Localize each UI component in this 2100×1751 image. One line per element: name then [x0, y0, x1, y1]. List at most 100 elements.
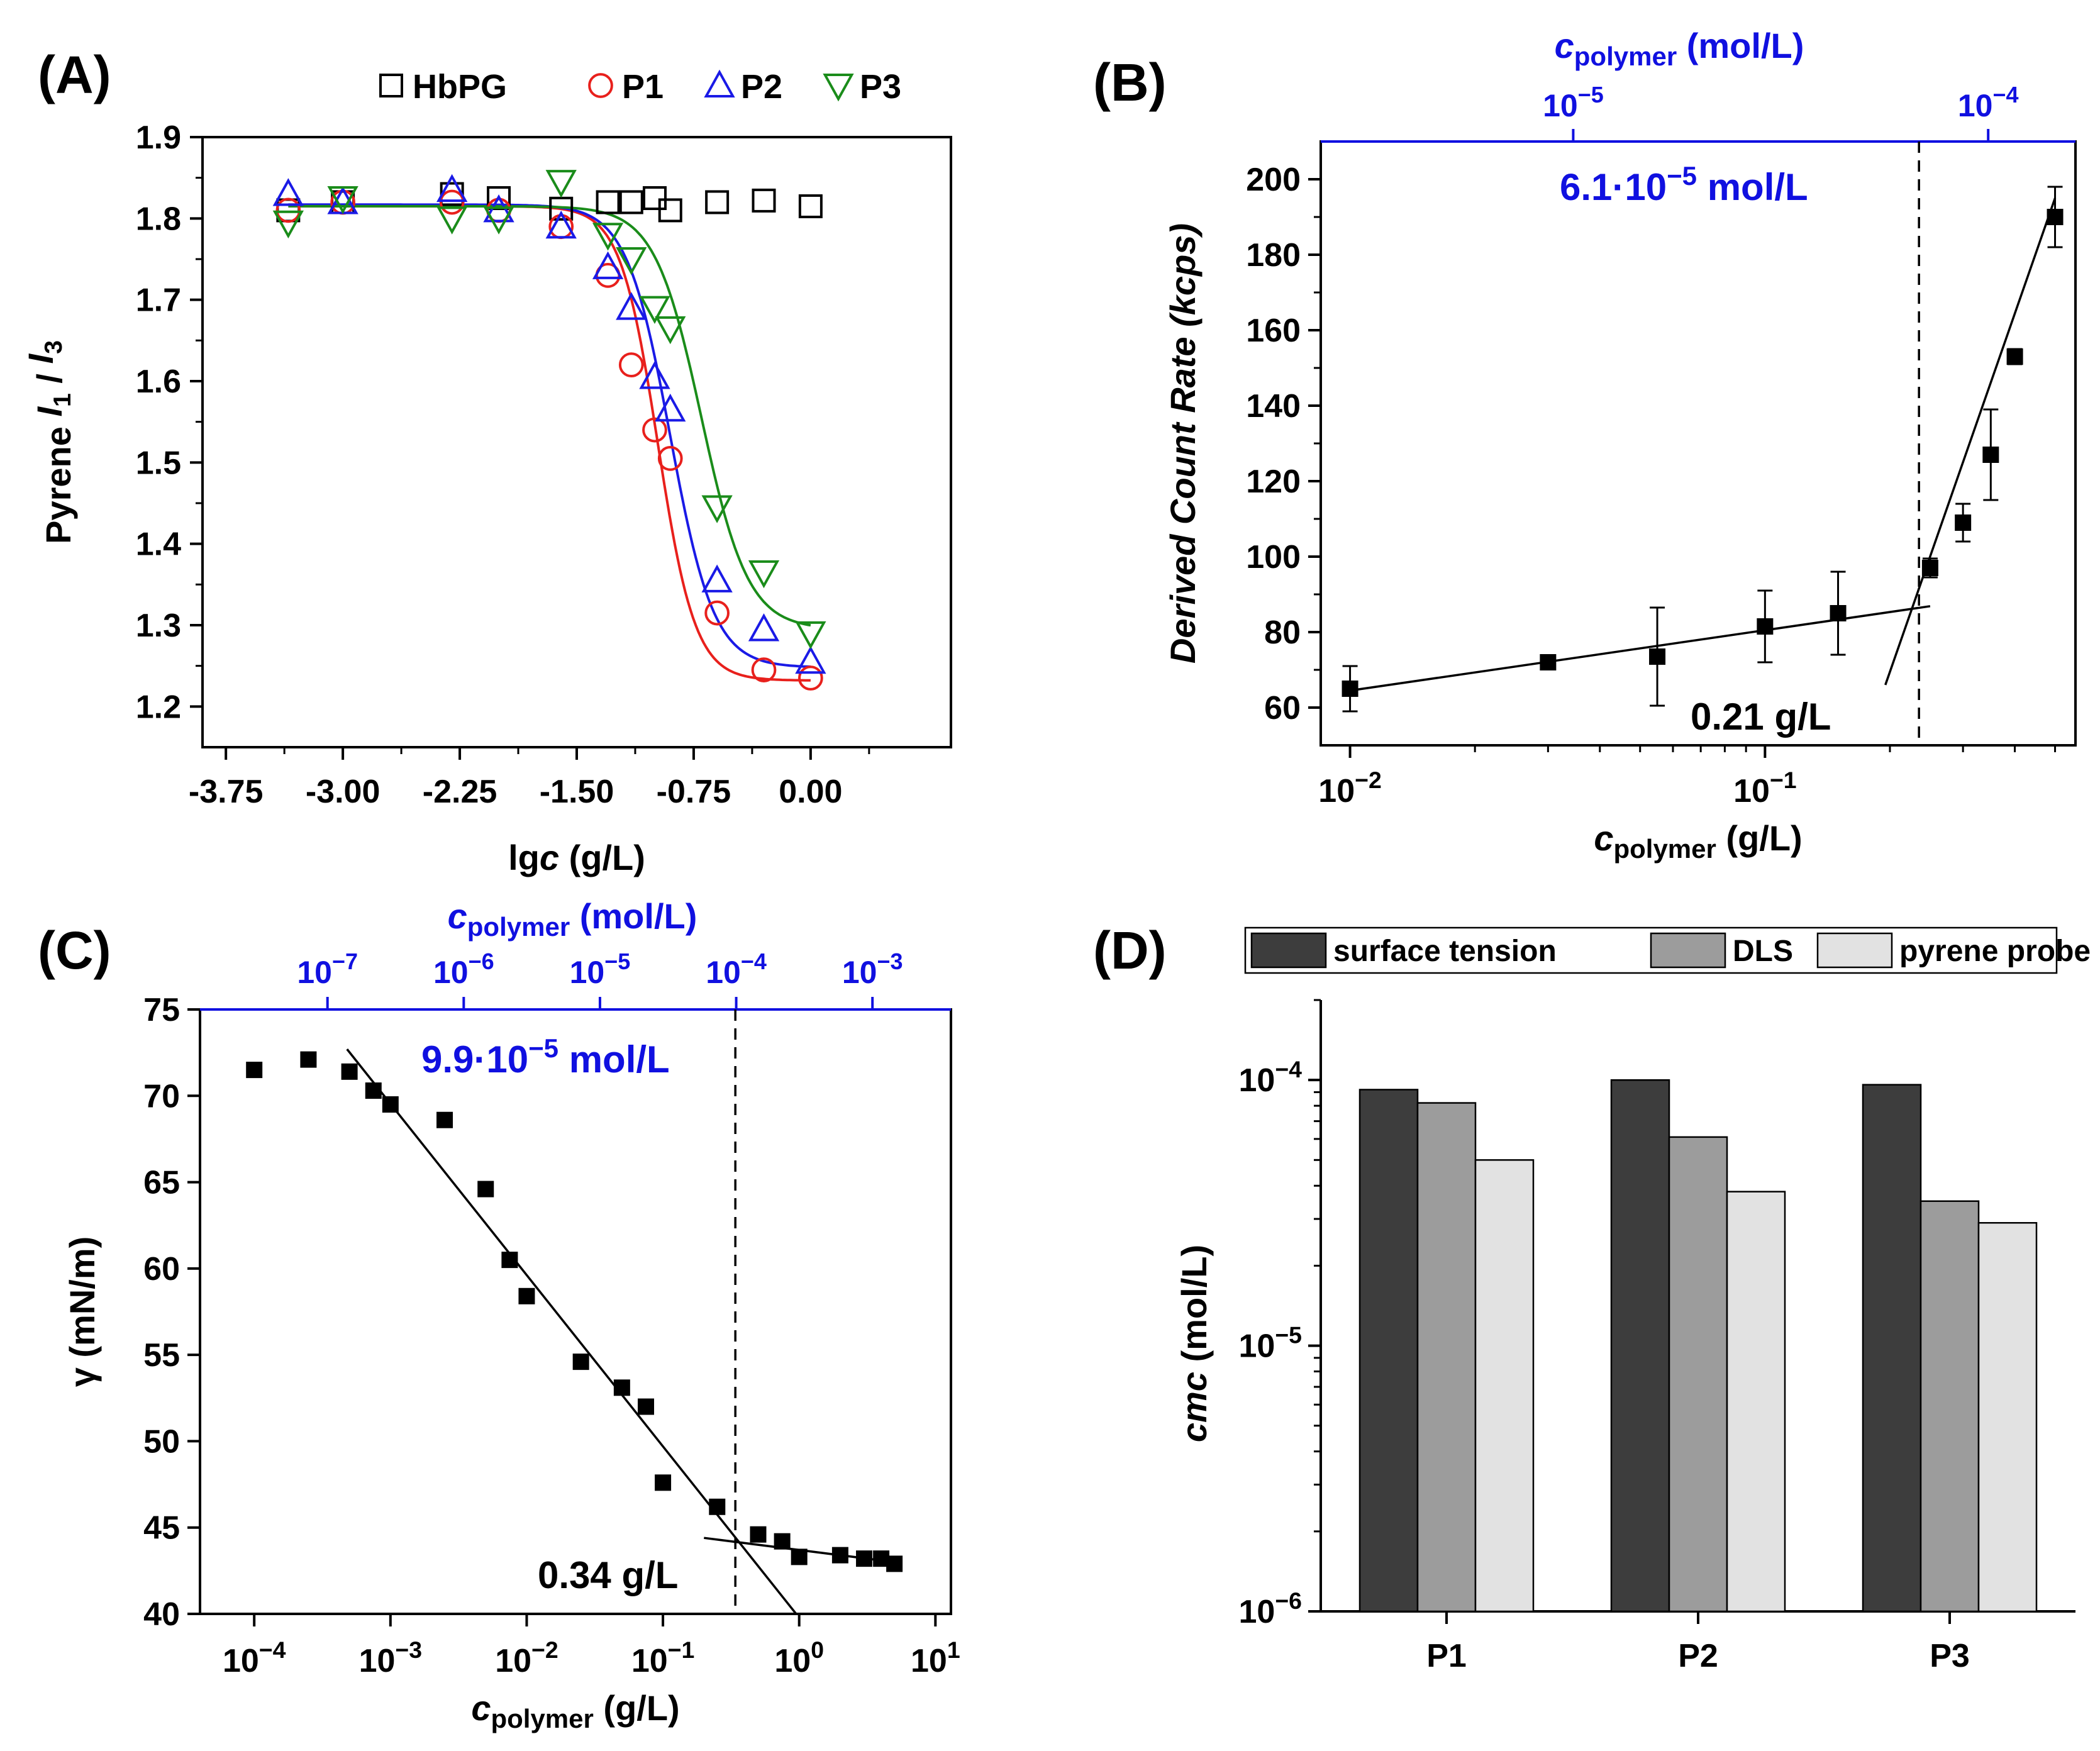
data-point-hbpg — [549, 196, 574, 221]
data-point-p3 — [483, 206, 514, 235]
data-point — [477, 1181, 494, 1198]
y-tick-label: 1.7 — [136, 282, 181, 319]
bar-pyrene-probe — [1977, 1222, 2038, 1613]
x-tick-label: -0.75 — [657, 774, 731, 810]
data-point — [886, 1555, 903, 1572]
data-point-hbpg — [798, 194, 823, 218]
data-point-p2 — [616, 292, 647, 320]
y-axis-title: γ (mN/m) — [62, 1237, 102, 1387]
legend-swatch — [1650, 932, 1726, 969]
fit-line-high — [1884, 197, 2057, 686]
legend-marker-p1 — [588, 73, 613, 98]
y-tick-label: 100 — [1246, 539, 1301, 575]
fit-curve-p1 — [288, 204, 811, 682]
x-tick-label: -2.25 — [423, 774, 497, 810]
y-tick-label: 55 — [143, 1337, 180, 1374]
data-point-p2 — [592, 251, 624, 279]
data-point — [1540, 654, 1557, 670]
top-x-tick-label: 10−5 — [570, 948, 631, 990]
data-point-p3 — [616, 247, 647, 275]
data-point — [2006, 348, 2023, 365]
y-tick-label: 45 — [143, 1510, 180, 1547]
data-point — [382, 1096, 399, 1113]
data-point-hbpg — [752, 188, 776, 213]
legend-label: HbPG — [413, 68, 507, 106]
panel-b-label: (B) — [1093, 53, 1167, 112]
plot-frame — [201, 136, 952, 748]
data-point — [791, 1548, 808, 1565]
data-point — [300, 1051, 317, 1068]
top-x-tick-label: 10−3 — [842, 948, 903, 990]
y-tick-label: 1.6 — [136, 364, 181, 400]
data-point — [1830, 605, 1847, 621]
data-point-p2 — [655, 393, 686, 422]
y-tick-label: 75 — [143, 992, 180, 1028]
panel-a-chart: (A) -3.75 -3.00 -2.25 -1.50 -0.75 0.00 1.2 1.3 1.… — [21, 45, 952, 877]
top-axis-title: cpolymer (mol/L) — [1555, 26, 1804, 71]
panel-c-label: (C) — [38, 921, 111, 980]
y-tick-label: 1.8 — [136, 201, 181, 237]
data-point — [1921, 560, 1938, 576]
data-point-p1 — [751, 657, 777, 682]
data-point — [1342, 681, 1358, 697]
y-tick-label: 10−4 — [1238, 1056, 1302, 1099]
bar-DLS — [1919, 1200, 1980, 1613]
y-tick-label: 200 — [1246, 162, 1301, 198]
data-point-p1 — [642, 417, 667, 443]
y-tick-label: 50 — [143, 1423, 180, 1460]
data-point-p2 — [436, 174, 468, 203]
y-tick-label: 80 — [1264, 614, 1301, 651]
legend-label: DLS — [1733, 935, 1793, 968]
bar-DLS — [1416, 1102, 1477, 1613]
category-label: P1 — [1426, 1638, 1467, 1674]
y-tick-label: 1.2 — [136, 689, 181, 725]
legend-marker-p2 — [704, 69, 735, 97]
top-axis-title: cpolymer (mol/L) — [448, 896, 697, 942]
data-point-p3 — [701, 495, 733, 523]
cmc-annotation: 9.9·10−5 mol/L — [421, 1033, 670, 1081]
data-point — [774, 1533, 791, 1550]
x-tick-label: 10−2 — [1318, 767, 1382, 809]
data-point-p2 — [748, 613, 780, 642]
data-point — [436, 1111, 453, 1128]
data-point — [1649, 648, 1666, 665]
x-axis-title: cpolymer (g/L) — [471, 1688, 679, 1733]
y-tick-label: 120 — [1246, 464, 1301, 500]
data-point — [613, 1379, 630, 1396]
data-point — [709, 1498, 726, 1515]
data-point — [572, 1354, 589, 1370]
data-point-p1 — [618, 352, 644, 377]
data-point — [856, 1550, 873, 1567]
y-tick-label: 65 — [143, 1165, 180, 1201]
data-point-hbpg — [658, 198, 682, 223]
top-x-tick-label: 10−7 — [297, 948, 358, 990]
data-point-p3 — [795, 621, 826, 650]
fit-curve-p3 — [288, 204, 811, 627]
top-x-tick-label: 10−4 — [706, 948, 767, 990]
data-point — [750, 1526, 767, 1543]
bar-pyrene-probe — [1474, 1159, 1535, 1613]
bar-surface-tension — [1358, 1089, 1419, 1613]
plot-frame — [1319, 140, 2077, 747]
data-point — [1982, 447, 1999, 463]
data-point-p3 — [436, 206, 468, 235]
fit-curve-p2 — [288, 203, 811, 669]
data-point-p3 — [592, 223, 624, 251]
data-point-p3 — [272, 210, 304, 239]
data-point — [1757, 618, 1774, 635]
data-point — [365, 1082, 382, 1099]
plot-frame — [199, 1008, 952, 1615]
x-tick-label: 10−3 — [359, 1637, 423, 1679]
y-tick-label: 10−5 — [1238, 1322, 1302, 1365]
data-point — [246, 1062, 263, 1079]
data-point-hbpg — [619, 190, 643, 214]
data-point — [341, 1063, 358, 1080]
y-axis-title: cmc (mol/L) — [1174, 1245, 1214, 1442]
legend-label: P1 — [622, 68, 664, 106]
legend-label: P2 — [741, 68, 782, 106]
top-x-tick-label: 10−4 — [1958, 82, 2019, 123]
x-tick-label: 10−1 — [631, 1637, 695, 1679]
bar-surface-tension — [1862, 1084, 1922, 1613]
bar-pyrene-probe — [1726, 1191, 1786, 1613]
